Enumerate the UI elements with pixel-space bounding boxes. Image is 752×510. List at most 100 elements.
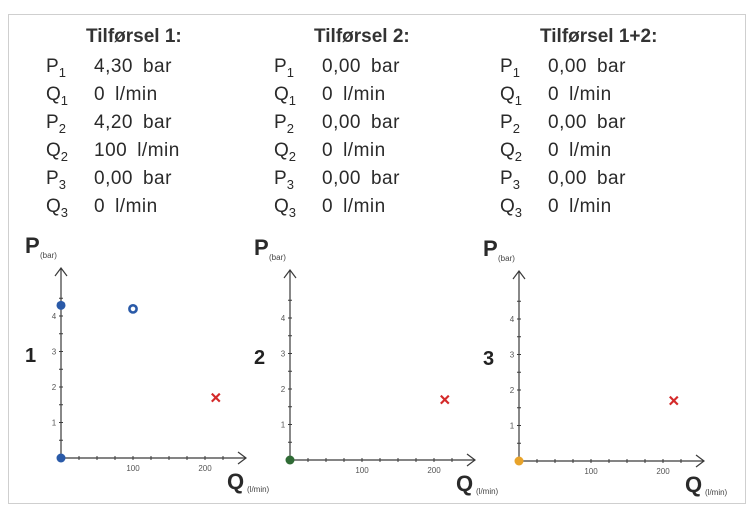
symbol-letter: P <box>274 112 287 133</box>
symbol-subscript: 3 <box>60 204 69 220</box>
symbol-letter: P <box>46 56 59 77</box>
reading-symbol: Q3 <box>500 196 522 220</box>
reading-symbol: P2 <box>46 112 66 136</box>
q-tick-label: 200 <box>427 466 441 475</box>
symbol-letter: Q <box>274 140 289 161</box>
p-axis-unit: (bar) <box>40 251 57 260</box>
reading-value-group: 0,00 bar <box>548 56 626 78</box>
symbol-subscript: 2 <box>58 120 66 136</box>
plot-number: 2 <box>254 347 265 369</box>
reading-value: 0,00 <box>322 56 361 77</box>
reading-symbol: Q1 <box>500 84 522 108</box>
symbol-subscript: 2 <box>60 148 69 164</box>
reading-unit: bar <box>596 112 626 133</box>
column-title: Tilførsel 2: <box>314 26 410 47</box>
reading-value: 4,30 <box>94 56 133 77</box>
cross-marker <box>669 395 679 406</box>
cross-stroke <box>211 392 221 403</box>
q-axis-arrow <box>466 453 476 467</box>
symbol-letter: P <box>500 168 513 189</box>
reading-value-group: 0 l/min <box>548 140 612 162</box>
reading-value: 100 <box>94 140 128 161</box>
p-axis-unit: (bar) <box>269 253 286 262</box>
reading-symbol: Q3 <box>274 196 296 220</box>
symbol-subscript: 3 <box>512 176 520 192</box>
symbol-subscript: 3 <box>58 176 66 192</box>
origin-marker <box>514 456 524 466</box>
reading-value-group: 0,00 bar <box>322 56 400 78</box>
reading-symbol: P1 <box>274 56 294 80</box>
p-axis-label: P <box>25 233 40 258</box>
p-tick-label: 3 <box>52 348 57 357</box>
symbol-subscript: 1 <box>288 92 297 108</box>
q-tick-label: 100 <box>584 467 598 476</box>
p-axis-label: P <box>483 236 498 261</box>
q-tick-label: 200 <box>656 467 670 476</box>
reading-unit: bar <box>142 112 172 133</box>
reading-symbol: P1 <box>500 56 520 80</box>
reading-value-group: 4,20 bar <box>94 112 172 134</box>
p-tick-label: 4 <box>52 312 57 321</box>
reading-unit: bar <box>370 168 400 189</box>
reading-value-group: 0 l/min <box>548 84 612 106</box>
reading-unit: bar <box>370 56 400 77</box>
reading-value: 0 <box>548 140 560 161</box>
reading-value-group: 0,00 bar <box>322 112 400 134</box>
symbol-subscript: 3 <box>288 204 297 220</box>
reading-value: 0 <box>322 84 334 105</box>
q-axis-unit: (l/min) <box>247 485 270 494</box>
symbol-letter: Q <box>500 84 515 105</box>
reading-value: 4,20 <box>94 112 133 133</box>
symbol-letter: P <box>46 112 59 133</box>
plot-number: 1 <box>25 345 36 367</box>
q-tick-label: 200 <box>198 464 212 473</box>
column-title: Tilførsel 1+2: <box>540 26 658 47</box>
reading-value-group: 0,00 bar <box>548 112 626 134</box>
reading-value-group: 0 l/min <box>322 84 386 106</box>
symbol-letter: P <box>274 56 287 77</box>
cross-marker <box>211 392 221 403</box>
p-tick-label: 2 <box>281 385 286 394</box>
origin-marker <box>285 455 295 465</box>
reading-symbol: Q3 <box>46 196 68 220</box>
p-axis-arrow <box>283 269 297 279</box>
reading-unit: bar <box>370 112 400 133</box>
reading-symbol: Q1 <box>46 84 68 108</box>
q-axis-unit: (l/min) <box>476 487 499 496</box>
reading-symbol: P3 <box>274 168 294 192</box>
symbol-letter: Q <box>46 84 61 105</box>
reading-value: 0 <box>322 196 334 217</box>
q-tick-label: 100 <box>355 466 369 475</box>
reading-unit: l/min <box>343 140 386 161</box>
p-tick-label: 4 <box>510 315 515 324</box>
column-title: Tilførsel 1: <box>86 26 182 47</box>
symbol-subscript: 1 <box>60 92 69 108</box>
p-tick-label: 1 <box>281 421 286 430</box>
cross-marker <box>440 394 450 405</box>
reading-value-group: 0,00 bar <box>548 168 626 190</box>
reading-value: 0,00 <box>94 168 133 189</box>
reading-unit: l/min <box>343 196 386 217</box>
q-tick-label: 100 <box>126 464 140 473</box>
symbol-subscript: 2 <box>512 120 520 136</box>
reading-value-group: 0 l/min <box>322 140 386 162</box>
reading-unit: bar <box>596 56 626 77</box>
q-axis-arrow <box>695 454 705 468</box>
reading-symbol: Q2 <box>274 140 296 164</box>
p-tick-label: 2 <box>52 383 57 392</box>
reading-unit: bar <box>596 168 626 189</box>
reading-value-group: 0 l/min <box>322 196 386 218</box>
reading-symbol: P2 <box>274 112 294 136</box>
reading-value: 0 <box>322 140 334 161</box>
reading-value-group: 0,00 bar <box>94 168 172 190</box>
reading-value: 0,00 <box>548 168 587 189</box>
q-axis-unit: (l/min) <box>705 488 728 497</box>
symbol-letter: P <box>500 56 513 77</box>
reading-value: 0 <box>548 84 560 105</box>
symbol-letter: P <box>274 168 287 189</box>
reading-unit: l/min <box>137 140 180 161</box>
reading-value-group: 0 l/min <box>548 196 612 218</box>
p-tick-label: 3 <box>510 351 515 360</box>
